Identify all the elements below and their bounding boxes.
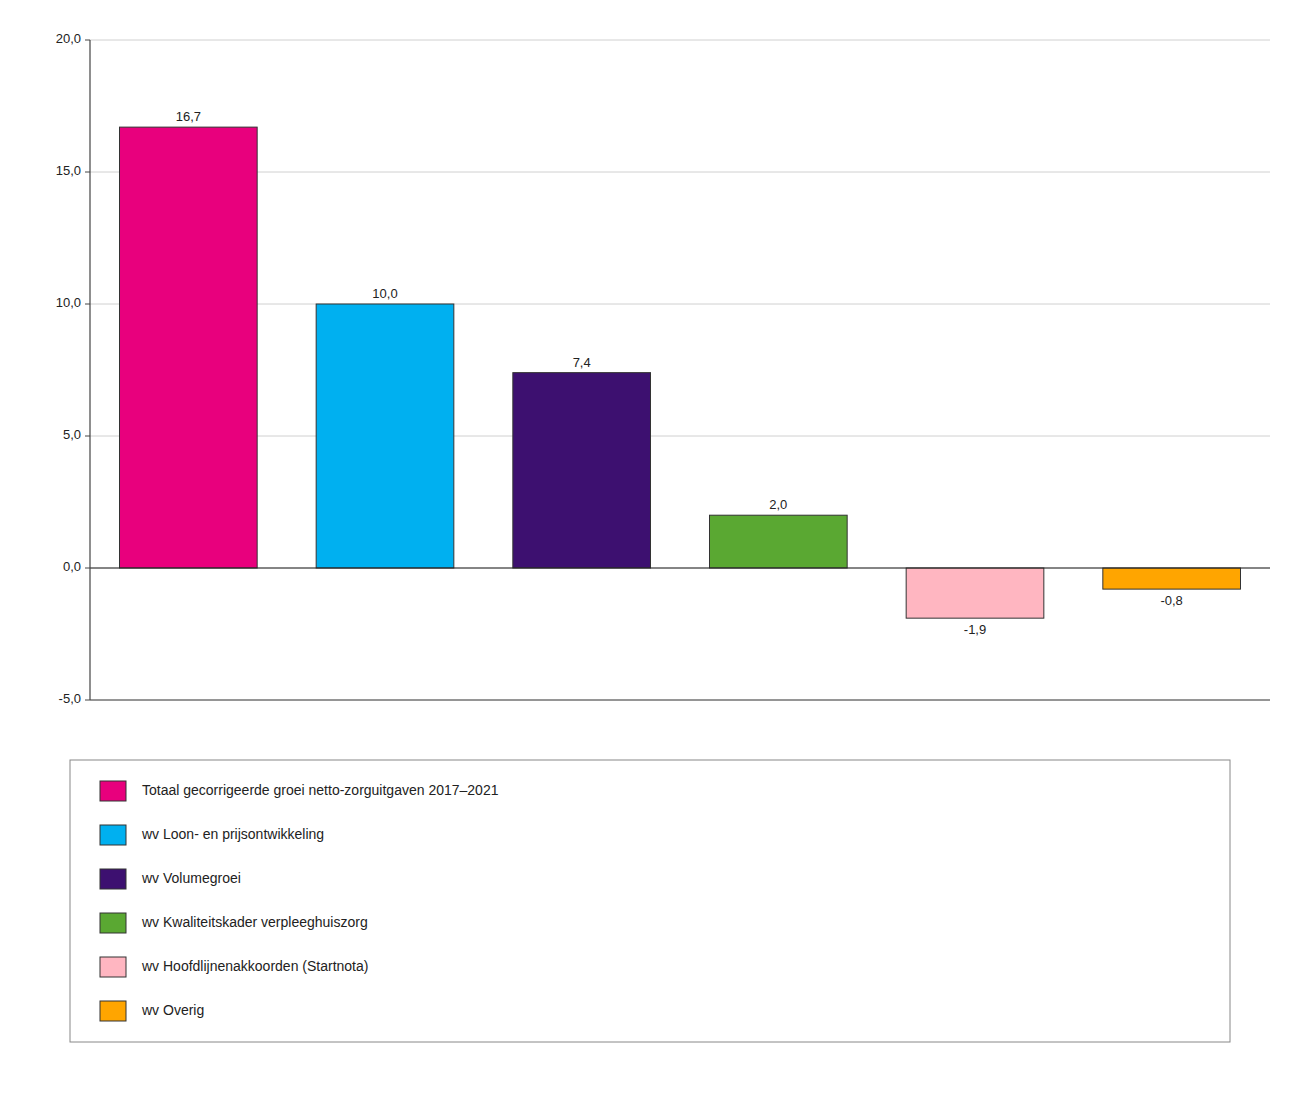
x-axis-line (90, 699, 1270, 700)
bar (710, 515, 848, 568)
legend-label: wv Overig (141, 1002, 204, 1018)
grid-line (90, 304, 1270, 305)
data-label: -1,9 (964, 622, 986, 637)
bar (120, 127, 258, 568)
y-tick (85, 172, 90, 173)
data-label: 2,0 (769, 497, 787, 512)
grid-line (90, 700, 1270, 701)
y-tick-label: -5,0 (59, 691, 81, 706)
axes (90, 40, 1270, 700)
grid-line (90, 568, 1270, 569)
y-tick (85, 568, 90, 569)
grid (90, 40, 1270, 700)
legend-swatch (100, 781, 126, 801)
y-axis-line (89, 40, 90, 700)
y-tick (85, 40, 90, 41)
y-tick-label: 5,0 (63, 427, 81, 442)
grid-line (90, 40, 1270, 41)
data-label: 10,0 (372, 286, 397, 301)
legend-swatch (100, 869, 126, 889)
chart-container: -5,0 0,0 5,0 10,0 15,0 20,0 16,7 10,0 7,4 2,0 -1,9… (0, 0, 1299, 1119)
legend-swatch (100, 957, 126, 977)
data-label: 16,7 (176, 109, 201, 124)
bar (513, 373, 651, 568)
y-tick-label: 10,0 (56, 295, 81, 310)
grid-line (90, 436, 1270, 437)
data-label: -0,8 (1160, 593, 1182, 608)
legend-box (70, 760, 1230, 1042)
legend-label: wv Loon- en prijsontwikkeling (141, 826, 324, 842)
y-tick-label: 0,0 (63, 559, 81, 574)
y-tick-label: 20,0 (56, 31, 81, 46)
legend-swatch (100, 825, 126, 845)
zero-line (90, 567, 1270, 568)
y-axis: -5,0 0,0 5,0 10,0 15,0 20,0 (56, 31, 90, 706)
legend: Totaal gecorrigeerde groei netto-zorguit… (70, 760, 1230, 1042)
bar (316, 304, 454, 568)
chart-svg: -5,0 0,0 5,0 10,0 15,0 20,0 16,7 10,0 7,4 2,0 -1,9… (0, 0, 1299, 1119)
y-tick (85, 436, 90, 437)
y-tick (85, 700, 90, 701)
bars (120, 127, 1241, 618)
y-tick (85, 304, 90, 305)
legend-label: Totaal gecorrigeerde groei netto-zorguit… (142, 782, 499, 798)
data-label: 7,4 (573, 355, 591, 370)
y-tick-label: 15,0 (56, 163, 81, 178)
bar (906, 568, 1044, 618)
legend-label: wv Hoofdlijnenakkoorden (Startnota) (141, 958, 368, 974)
data-labels: 16,7 10,0 7,4 2,0 -1,9 -0,8 (176, 109, 1183, 637)
grid-line (90, 172, 1270, 173)
legend-swatch (100, 913, 126, 933)
legend-swatch (100, 1001, 126, 1021)
bar (1103, 568, 1241, 589)
legend-label: wv Kwaliteitskader verpleeghuiszorg (141, 914, 368, 930)
legend-label: wv Volumegroei (141, 870, 241, 886)
